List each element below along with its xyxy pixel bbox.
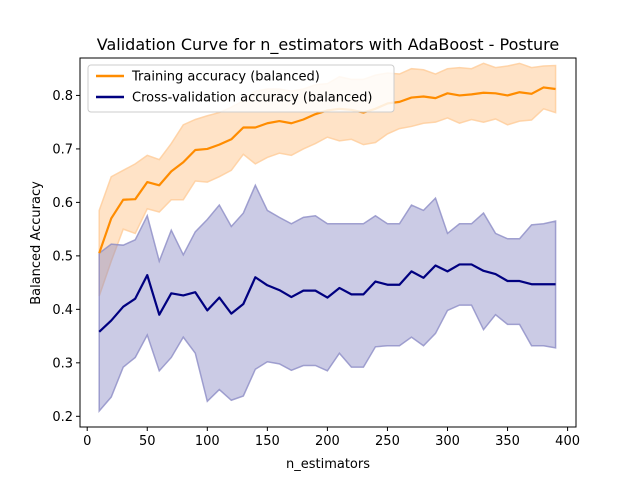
legend-box [87,64,395,113]
y-tick-label: 0.4 [52,303,73,318]
y-tick-label: 0.6 [52,196,73,211]
axes: 0 50 100 150 200 250 300 350 400 0.2 0.3 0.4 0.5 0.6 0… [52,57,580,449]
legend: Training accuracy (balanced) Cross-valida… [87,64,395,113]
x-tick-label: 200 [315,434,340,449]
x-tick-label: 150 [255,434,280,449]
x-tick-label: 350 [495,434,520,449]
series-2-line [98,263,556,333]
x-tick-label: 100 [195,434,220,449]
x-tick-label: 50 [139,434,156,449]
legend-label-2: Cross-validation accuracy (balanced) [132,91,372,106]
chart-title: Validation Curve for n_estimators with A… [97,35,559,55]
y-tick-label: 0.2 [52,410,73,425]
legend-label-1: Training accuracy (balanced) [131,70,320,85]
y-tick-label: 0.5 [52,249,73,264]
x-axis-label: n_estimators [286,457,370,472]
plot-frame [79,57,577,428]
y-tick-label: 0.7 [52,142,73,157]
x-tick-label: 300 [435,434,460,449]
y-tick-label: 0.8 [52,89,73,104]
y-tick-label: 0.3 [52,356,73,371]
y-axis-label: Balanced Accuracy [29,181,44,305]
x-tick-label: 0 [83,434,91,449]
x-tick-label: 400 [555,434,580,449]
x-tick-label: 250 [375,434,400,449]
